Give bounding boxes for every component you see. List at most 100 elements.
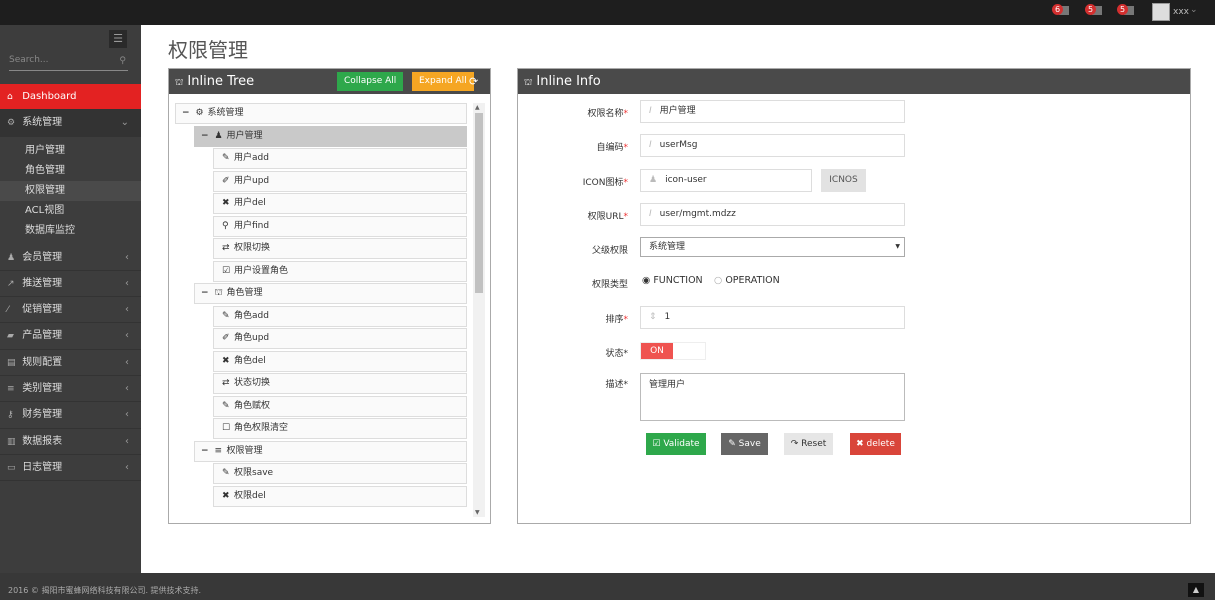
tree-node-label: 用户upd — [234, 175, 270, 186]
expand-all-button[interactable]: Expand All — [412, 72, 474, 91]
sidebar-item-reports[interactable]: ▥ 数据报表 ‹ — [0, 429, 141, 455]
tree-node-label: 角色管理 — [226, 288, 263, 298]
sidebar-item-finance[interactable]: ⚷ 财务管理 ‹ — [0, 402, 141, 429]
footer-text: 2016 © 揭阳市蜜蜂网络科技有限公司. 提供技术支持. — [8, 586, 202, 595]
tree-node[interactable]: ✖ 角色del — [213, 350, 467, 372]
icons-button[interactable]: ICNOS — [821, 169, 866, 192]
sidebar-item-logs[interactable]: ▭ 日志管理 ‹ — [0, 455, 141, 482]
sidebar-sub-permissions[interactable]: 权限管理 — [0, 180, 141, 201]
search-icon[interactable]: ⚲ — [119, 56, 126, 66]
collapse-toggle-icon[interactable]: − — [182, 108, 190, 118]
page-title: 权限管理 — [168, 38, 248, 62]
radio-operation[interactable]: ○ OPERATION — [714, 275, 780, 286]
collapse-toggle-icon[interactable]: − — [201, 288, 209, 298]
tree-node-label: 权限del — [234, 490, 266, 501]
radio-function[interactable]: ◉ FUNCTION — [642, 275, 703, 286]
order-label: 排序* — [605, 315, 628, 325]
collapse-toggle-icon[interactable]: − — [201, 445, 209, 456]
panel-title: Inline Tree — [187, 74, 255, 89]
sitemap-icon: ⛫ — [524, 78, 533, 88]
tree-node[interactable]: ✎ 角色add — [213, 305, 467, 327]
caret-down-icon: ▼ — [895, 243, 900, 250]
reset-button[interactable]: ↷ Reset — [784, 433, 833, 455]
order-stepper[interactable]: ⇕ 1 — [640, 306, 905, 329]
tree-node[interactable]: − ⚙ 系统管理 — [175, 103, 467, 124]
notification-count: 6 — [1052, 4, 1063, 15]
sidebar-sub-users[interactable]: 用户管理 — [25, 144, 65, 156]
tree-node-label: 权限save — [234, 468, 274, 478]
square-icon: ☐ — [222, 423, 231, 433]
tree-node[interactable]: − ♟ 用户管理 — [194, 125, 467, 147]
sidebar-item-dashboard[interactable]: ⌂ Dashboard — [0, 84, 141, 111]
sidebar-item-rules[interactable]: ▤ 规则配置 ‹ — [0, 350, 141, 377]
key-icon: ⚷ — [7, 410, 14, 421]
scroll-top-icon[interactable]: ▲ — [1188, 583, 1204, 597]
tree-node[interactable]: ⇄ 状态切换 — [213, 373, 467, 394]
parent-label: 父级权限 — [591, 246, 628, 256]
tree-node[interactable]: ✐ 用户upd — [213, 170, 467, 192]
label: 系统管理 — [22, 117, 63, 129]
tree-node[interactable]: − ≡ 权限管理 — [194, 440, 467, 462]
notification-bell[interactable]: 6 — [1052, 4, 1072, 16]
delete-button[interactable]: ✖ delete — [850, 433, 901, 455]
tree-scrollbar[interactable]: ▲ ▼ — [473, 103, 485, 517]
url-label: 权限URL* — [587, 212, 628, 222]
sitemap-icon: ⛫ — [214, 288, 223, 298]
validate-button[interactable]: ☑ Validate — [646, 433, 706, 455]
sidebar-sub-db-monitor[interactable]: 数据库监控 — [25, 224, 75, 236]
user-name[interactable]: xxx — [1173, 7, 1189, 17]
user-icon: ♟ — [649, 175, 658, 185]
chevron-left-icon: ‹ — [125, 304, 129, 316]
status-label: 状态* — [605, 349, 628, 359]
chevron-down-icon: ⌄ — [120, 117, 129, 129]
sidebar: ☰ Search... ⚲ ⌂ Dashboard ⚙ 系统管理 ⌄ 用户管理 角色… — [0, 25, 141, 573]
tree-node[interactable]: ✖ 权限del — [213, 485, 467, 507]
cogs-icon: ⚙ — [7, 118, 16, 129]
times-icon: ✖ — [222, 355, 230, 366]
sidebar-item-system[interactable]: ⚙ 系统管理 ⌄ — [0, 110, 141, 137]
avatar[interactable] — [1152, 3, 1170, 21]
sidebar-item-members[interactable]: ♟ 会员管理 ‹ — [0, 245, 141, 271]
parent-select[interactable]: 系统管理 ▼ — [640, 237, 905, 257]
tree-node[interactable]: ⇄ 权限切换 — [213, 238, 467, 259]
sidebar-item-promo[interactable]: ⁄ 促销管理 ‹ — [0, 297, 141, 324]
collapse-all-button[interactable]: Collapse All — [337, 72, 404, 91]
tree-node[interactable]: ✎ 用户add — [213, 148, 467, 169]
sidebar-item-categories[interactable]: ≡ 类别管理 ‹ — [0, 376, 141, 403]
tree-node[interactable]: ✐ 角色upd — [213, 328, 467, 349]
collapse-toggle-icon[interactable]: − — [201, 130, 209, 141]
tree-node[interactable]: ☐ 角色权限清空 — [213, 418, 467, 439]
label: 促销管理 — [22, 304, 63, 316]
edit-icon: ✐ — [222, 333, 230, 343]
refresh-icon[interactable]: ⟳ — [469, 75, 479, 88]
search-input[interactable]: Search... ⚲ — [9, 55, 128, 71]
envelope-icon — [1092, 6, 1102, 15]
name-field[interactable]: I 用户管理 — [640, 100, 905, 123]
tree-node[interactable]: ⚲ 用户find — [213, 215, 467, 237]
desc-textarea[interactable]: 管理用户 — [640, 373, 905, 421]
sidebar-sub-acl[interactable]: ACL视图 — [25, 204, 65, 216]
tree-node[interactable]: ☑ 用户设置角色 — [213, 260, 467, 282]
tree-node[interactable]: ✖ 用户del — [213, 193, 467, 214]
bell-icon — [1059, 6, 1069, 15]
notification-messages[interactable]: 5 — [1085, 4, 1105, 16]
label: Dashboard — [22, 91, 77, 102]
notification-tasks[interactable]: 5 — [1117, 4, 1137, 16]
tree-node[interactable]: ✎ 权限save — [213, 463, 467, 484]
chevron-down-icon[interactable]: ⌄ — [1190, 5, 1198, 15]
icon-field[interactable]: ♟ icon-user — [640, 169, 812, 192]
chevron-left-icon: ‹ — [125, 277, 129, 289]
tree-panel-header: ⛫ Inline Tree Collapse All Expand All ⟳ — [169, 69, 490, 94]
text-cursor-icon: I — [649, 140, 652, 150]
save-button[interactable]: ✎ Save — [721, 433, 768, 455]
tree-node[interactable]: − ⛫ 角色管理 — [194, 283, 467, 304]
menu-toggle-icon[interactable]: ☰ — [109, 30, 127, 48]
tree-node[interactable]: ✎ 角色赋权 — [213, 395, 467, 417]
sidebar-item-products[interactable]: ▰ 产品管理 ‹ — [0, 323, 141, 350]
sidebar-item-push[interactable]: ↗ 推送管理 ‹ — [0, 271, 141, 298]
status-toggle[interactable]: ON — [640, 342, 706, 360]
sidebar-sub-roles[interactable]: 角色管理 — [25, 164, 65, 176]
